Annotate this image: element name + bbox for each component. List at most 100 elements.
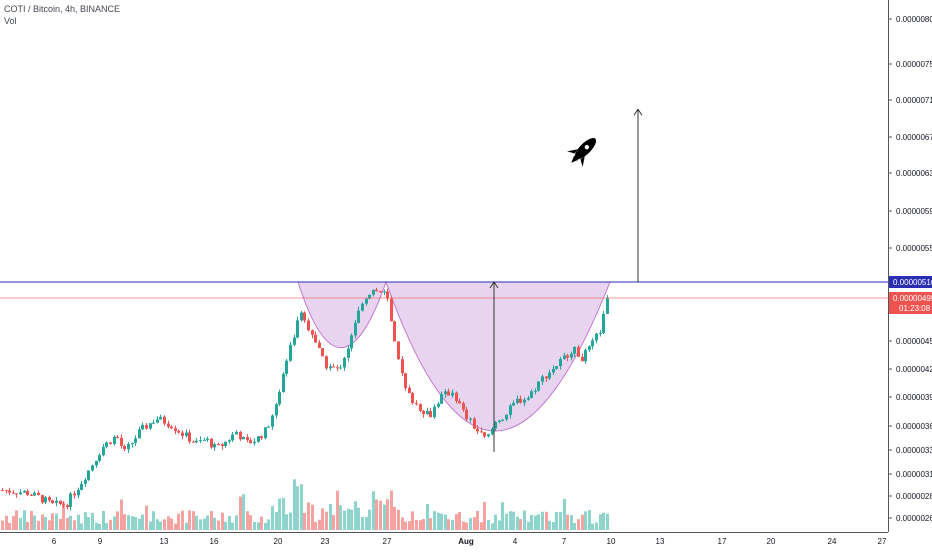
volume-bar: [537, 514, 540, 530]
volume-bar: [379, 500, 382, 530]
volume-bar: [534, 515, 537, 530]
rocket-icon: [567, 137, 597, 167]
volume-bar: [329, 504, 332, 530]
time-tick-label: 13: [160, 537, 169, 546]
volume-bar: [422, 519, 425, 530]
volume-bar: [77, 514, 80, 530]
resistance-price-badge: [889, 276, 932, 288]
volume-bar: [127, 515, 130, 530]
volume-bar: [15, 510, 18, 530]
candle-body: [26, 491, 29, 495]
candle-body: [584, 349, 587, 362]
candle-body: [66, 505, 69, 507]
volume-bar: [375, 499, 378, 530]
chart-title: COTI / Bitcoin, 4h, BINANCE: [4, 4, 121, 14]
volume-bar: [318, 519, 321, 530]
volume-bar: [267, 519, 270, 530]
time-tick-label: 10: [607, 537, 616, 546]
candle-body: [260, 436, 263, 439]
candle-body: [37, 492, 40, 496]
volume-bar: [404, 521, 407, 530]
candle-body: [141, 424, 144, 430]
volume-bar: [231, 522, 234, 530]
time-tick-label: 16: [210, 537, 219, 546]
volume-bar: [177, 513, 180, 530]
candle-body: [519, 398, 522, 403]
candle-body: [516, 398, 519, 403]
volume-bar: [293, 479, 296, 530]
volume-bar: [357, 507, 360, 530]
volume-bar: [469, 518, 472, 530]
volume-bar: [519, 519, 522, 530]
candle-body: [59, 500, 62, 504]
volume-bar: [573, 523, 576, 530]
candle-body: [552, 368, 555, 373]
candle-body: [357, 310, 360, 323]
volume-bar: [296, 486, 299, 530]
volume-bar: [570, 515, 573, 530]
volume-bar: [242, 494, 245, 530]
volume-bar: [498, 520, 501, 530]
candle-body: [228, 440, 231, 442]
candle-body: [84, 479, 87, 484]
volume-bar: [509, 511, 512, 530]
volume-bar: [487, 519, 490, 530]
candle-body: [383, 291, 386, 293]
candle-body: [491, 428, 494, 435]
candle-body: [494, 421, 497, 429]
candle-body: [415, 403, 418, 405]
candle-body: [195, 440, 198, 443]
candle-body: [174, 428, 177, 431]
candle-body: [105, 442, 108, 447]
candle-body: [563, 355, 566, 359]
volume-bar: [1, 520, 4, 530]
volume-bar: [87, 517, 90, 530]
last-price-badge: [889, 292, 932, 314]
candle-body: [350, 335, 353, 349]
volume-bar: [545, 511, 548, 530]
volume-bar: [66, 517, 69, 530]
candle-body: [602, 313, 605, 333]
candle-body: [188, 432, 191, 442]
candle-body: [163, 416, 166, 424]
candle-body: [278, 391, 281, 405]
candle-body: [235, 431, 238, 435]
candle-body: [426, 411, 429, 415]
volume-bar: [192, 511, 195, 530]
volume-bar: [5, 515, 8, 530]
candle-body: [296, 320, 299, 338]
volume-bar: [239, 496, 242, 530]
volume-bar: [599, 514, 602, 530]
volume-bar: [516, 516, 519, 530]
volume-bar: [55, 513, 58, 530]
volume-bar: [23, 510, 26, 530]
volume-bar: [541, 511, 544, 530]
volume-bar: [48, 520, 51, 530]
candle-body: [483, 432, 486, 437]
volume-bar: [530, 514, 533, 530]
candle-body: [361, 303, 364, 311]
volume-bar: [476, 510, 479, 530]
volume-bar: [491, 523, 494, 530]
candle-body: [275, 404, 278, 416]
volume-bar: [426, 503, 429, 530]
resistance-price-label: 0.00000516: [893, 278, 932, 287]
candle-body: [444, 391, 447, 395]
volume-bar: [116, 511, 119, 530]
price-tick-label: 0.00000335: [896, 446, 932, 455]
time-tick-label: 23: [321, 537, 330, 546]
candle-body: [588, 346, 591, 350]
candle-body: [116, 436, 119, 438]
volume-bar: [437, 512, 440, 530]
candle-body: [199, 440, 202, 442]
candle-body: [429, 411, 432, 418]
volume-bar: [246, 511, 249, 530]
candle-body: [498, 420, 501, 422]
volume-bar: [260, 516, 263, 530]
candle-body: [242, 437, 245, 440]
candle-body: [44, 497, 47, 503]
arrow-up-icon: [633, 108, 643, 116]
